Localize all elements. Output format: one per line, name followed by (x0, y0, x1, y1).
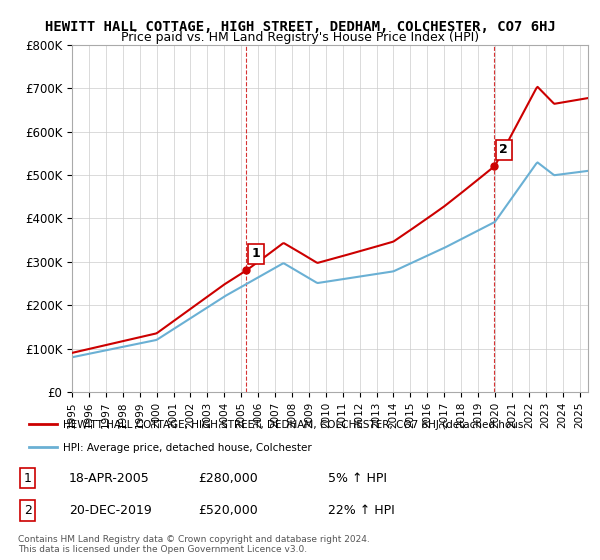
Text: 2: 2 (23, 504, 32, 517)
Text: 5% ↑ HPI: 5% ↑ HPI (328, 472, 387, 484)
Text: £520,000: £520,000 (199, 504, 258, 517)
Text: 18-APR-2005: 18-APR-2005 (69, 472, 149, 484)
Text: Contains HM Land Registry data © Crown copyright and database right 2024.
This d: Contains HM Land Registry data © Crown c… (18, 535, 370, 554)
Text: £280,000: £280,000 (199, 472, 258, 484)
Text: 1: 1 (251, 248, 260, 260)
Text: Price paid vs. HM Land Registry's House Price Index (HPI): Price paid vs. HM Land Registry's House … (121, 31, 479, 44)
Text: 22% ↑ HPI: 22% ↑ HPI (328, 504, 395, 517)
Text: HPI: Average price, detached house, Colchester: HPI: Average price, detached house, Colc… (63, 443, 312, 453)
Text: 20-DEC-2019: 20-DEC-2019 (69, 504, 152, 517)
Text: HEWITT HALL COTTAGE, HIGH STREET, DEDHAM, COLCHESTER, CO7 6HJ (detached hous: HEWITT HALL COTTAGE, HIGH STREET, DEDHAM… (63, 420, 523, 430)
Text: HEWITT HALL COTTAGE, HIGH STREET, DEDHAM, COLCHESTER, CO7 6HJ: HEWITT HALL COTTAGE, HIGH STREET, DEDHAM… (44, 20, 556, 34)
Text: 1: 1 (23, 472, 32, 484)
Text: 2: 2 (499, 143, 508, 156)
